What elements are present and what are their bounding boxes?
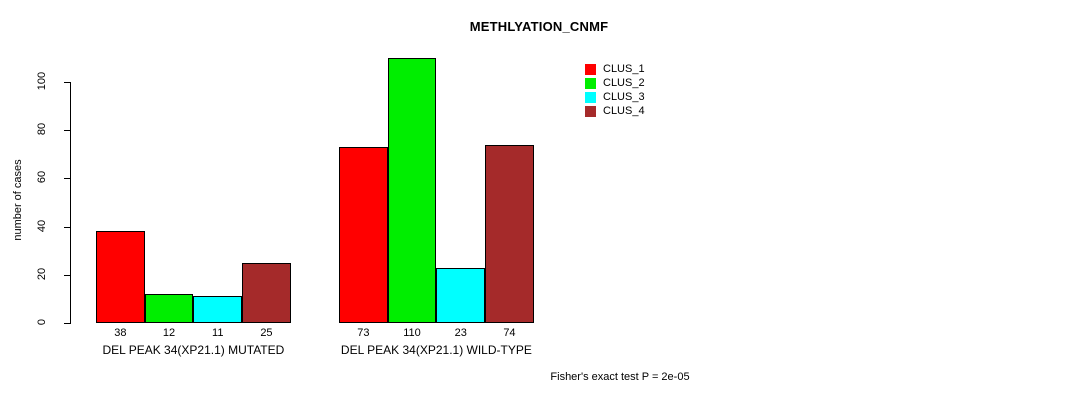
- y-tick-label: 100: [36, 71, 48, 91]
- y-tick-label: 20: [36, 267, 48, 280]
- bar: [339, 147, 388, 323]
- y-axis-line: [70, 82, 71, 324]
- footer-note: Fisher's exact test P = 2e-05: [550, 371, 690, 383]
- legend-label: CLUS_3: [603, 90, 645, 103]
- legend-swatch-icon: [585, 91, 596, 103]
- legend-swatch-icon: [585, 77, 596, 89]
- y-tick-mark: [64, 274, 70, 276]
- legend-item: CLUS_4: [585, 104, 645, 118]
- bar-value-label: 23: [454, 327, 467, 339]
- chart-title: METHLYATION_CNMF: [469, 19, 609, 34]
- y-tick-mark: [64, 130, 70, 132]
- bar-value-label: 12: [162, 327, 176, 339]
- bar-value-label: 110: [403, 327, 421, 339]
- legend-label: CLUS_2: [603, 76, 645, 89]
- y-tick-mark: [64, 178, 70, 180]
- y-tick-label: 40: [36, 219, 48, 232]
- legend-label: CLUS_1: [603, 62, 645, 75]
- bar-value-label: 74: [503, 327, 516, 339]
- bar-value-label: 38: [114, 327, 127, 339]
- legend-item: CLUS_3: [585, 90, 645, 104]
- bar: [485, 144, 534, 323]
- y-tick-label: 80: [36, 123, 48, 136]
- y-tick-mark: [64, 323, 70, 324]
- group-label: DEL PEAK 34(XP21.1) MUTATED: [102, 343, 285, 357]
- bar-value-label: 73: [357, 327, 370, 339]
- legend-item: CLUS_1: [585, 62, 645, 76]
- chart-legend: CLUS_1 CLUS_2 CLUS_3 CLUS_4: [585, 62, 645, 118]
- y-tick-mark: [64, 82, 70, 83]
- bar-value-label: 11: [212, 327, 224, 339]
- legend-item: CLUS_2: [585, 76, 645, 90]
- bar-value-label: 25: [260, 327, 273, 339]
- bar: [144, 294, 194, 323]
- bar: [242, 262, 291, 323]
- legend-label: CLUS_4: [603, 104, 645, 117]
- bar: [387, 57, 437, 323]
- legend-swatch-icon: [585, 63, 596, 75]
- legend-swatch-icon: [585, 105, 596, 117]
- y-tick-mark: [64, 226, 70, 228]
- y-tick-label: 0: [36, 318, 48, 326]
- y-tick-label: 60: [36, 171, 48, 184]
- bar: [193, 296, 243, 323]
- bar: [96, 231, 145, 323]
- y-axis-title: number of cases: [12, 159, 24, 241]
- bar: [436, 267, 486, 323]
- group-label: DEL PEAK 34(XP21.1) WILD-TYPE: [340, 343, 532, 357]
